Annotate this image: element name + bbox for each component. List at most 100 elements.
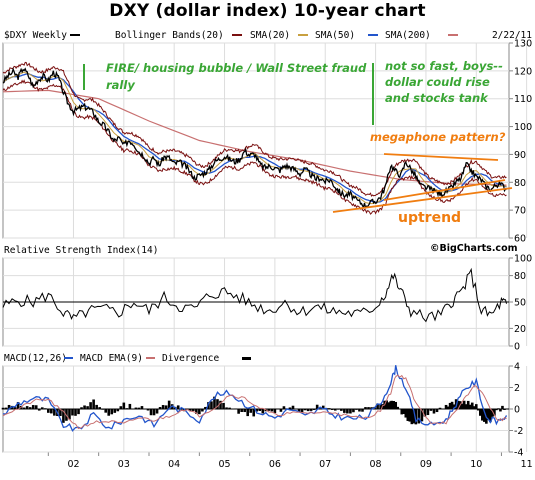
macd-divergence-bar <box>487 409 490 421</box>
macd-divergence-bar <box>255 409 259 412</box>
macd-divergence-bar <box>13 407 17 410</box>
macd-divergence-bar <box>161 405 165 410</box>
macd-divergence-bar <box>225 407 228 410</box>
macd-divergence-bar <box>385 400 388 410</box>
macd-divergence-bar <box>40 407 44 410</box>
annotation-rally: rally <box>106 78 135 92</box>
macd-divergence-bar <box>207 402 210 410</box>
macd-divergence-bar <box>31 405 35 410</box>
macd-divergence-bar <box>25 406 29 410</box>
macd-divergence-bar <box>460 403 464 410</box>
macd-legend-swatch <box>146 357 155 359</box>
macd-divergence-bar <box>479 409 482 416</box>
macd-divergence-bar <box>468 404 472 410</box>
macd-divergence-bar <box>355 409 358 410</box>
macd-divergence-bar <box>466 400 470 410</box>
macd-divergence-bar <box>423 409 427 417</box>
macd-legend-macd: MACD(12,26) <box>4 353 67 364</box>
macd-legend-ema: MACD EMA(9) <box>80 353 143 364</box>
macd-divergence-bar <box>7 404 11 410</box>
macd-legend-swatch <box>242 357 251 360</box>
macd-divergence-bar <box>77 409 80 415</box>
uptrend-line <box>332 187 513 213</box>
macd-divergence-bar <box>352 409 355 413</box>
macd-divergence-bar <box>22 407 26 410</box>
macd-divergence-bar <box>198 409 201 415</box>
price-y-tick-label: 130 <box>514 39 532 50</box>
macd-divergence-bar <box>34 405 38 410</box>
macd-divergence-bar <box>37 409 41 411</box>
macd-divergence-bar <box>80 407 83 410</box>
macd-divergence-bar <box>462 400 466 410</box>
macd-legend-divergence: Divergence <box>162 353 219 364</box>
macd-divergence-bar <box>152 409 156 416</box>
rsi-y-tick-label: 20 <box>514 324 526 335</box>
macd-divergence-bar <box>358 409 361 412</box>
macd-divergence-bar <box>179 409 183 410</box>
macd-divergence-bar <box>464 404 468 410</box>
macd-divergence-bar <box>309 409 313 411</box>
macd-divergence-bar <box>243 409 246 413</box>
macd-divergence-bar <box>282 406 286 410</box>
macd-divergence-bar <box>28 407 32 410</box>
annotation-fire: FIRE/ housing bubble / Wall Street fraud <box>106 61 367 75</box>
macd-divergence-bar <box>432 409 436 414</box>
macd-divergence-bar <box>472 406 476 410</box>
macd-divergence-bar <box>276 408 280 410</box>
macd-divergence-bar <box>367 407 370 410</box>
macd-divergence-bar <box>376 403 379 410</box>
macd-divergence-bar <box>495 409 498 411</box>
macd-divergence-bar <box>446 406 450 410</box>
macd-divergence-bar <box>222 402 225 410</box>
watermark: ©BigCharts.com <box>430 243 518 254</box>
price-legend-swatch <box>368 34 378 36</box>
price-y-tick-label: 110 <box>514 94 532 105</box>
macd-divergence-bar <box>149 409 153 416</box>
macd-divergence-bar <box>89 402 92 410</box>
macd-divergence-bar <box>414 409 418 425</box>
macd-divergence-bar <box>426 409 430 416</box>
price-legend-item: SMA(200) <box>385 30 431 41</box>
macd-divergence-bar <box>146 409 150 411</box>
macd-divergence-bar <box>71 409 74 416</box>
macd-divergence-bar <box>1 407 5 410</box>
macd-divergence-bar <box>252 409 256 417</box>
macd-divergence-bar <box>448 402 452 410</box>
macd-divergence-bar <box>337 409 340 410</box>
macd-divergence-bar <box>74 409 77 416</box>
macd-divergence-bar <box>68 409 71 420</box>
macd-divergence-bar <box>237 409 240 414</box>
macd-divergence-bar <box>176 405 180 410</box>
macd-divergence-bar <box>364 407 367 410</box>
annotation-megaphone: megaphone pattern? <box>370 130 506 144</box>
macd-divergence-bar <box>53 409 56 416</box>
macd-divergence-bar <box>155 409 159 414</box>
price-legend-item: SMA(20) <box>250 30 290 41</box>
macd-divergence-bar <box>125 408 129 410</box>
macd-divergence-bar <box>188 409 192 412</box>
price-y-tick-label: 120 <box>514 66 532 77</box>
macd-divergence-bar <box>83 405 86 410</box>
price-legend-date: 2/22/11 <box>492 30 532 41</box>
macd-divergence-bar <box>361 409 364 412</box>
x-tick-label: 02 <box>67 459 79 470</box>
annotation-notsofast-2: dollar could rise <box>385 75 490 89</box>
rsi-y-tick-label: 0 <box>514 342 520 353</box>
macd-divergence-bar <box>333 409 337 411</box>
macd-divergence-bar <box>435 409 439 413</box>
chart-title: DXY (dollar index) 10-year chart <box>109 1 426 21</box>
rsi-legend: Relative Strength Index(14) <box>4 245 158 256</box>
macd-divergence-bar <box>267 409 271 411</box>
macd-divergence-bar <box>398 408 402 410</box>
macd-divergence-bar <box>4 407 8 410</box>
macd-y-tick-label: 0 <box>514 405 520 416</box>
macd-divergence-bar <box>101 409 104 410</box>
macd-y-tick-label: 4 <box>514 362 520 373</box>
bollinger-lower-band <box>2 79 507 215</box>
x-tick-label: 11 <box>521 459 533 470</box>
macd-divergence-bar <box>493 409 496 416</box>
macd-divergence-bar <box>346 409 349 414</box>
macd-divergence-bar <box>481 409 484 421</box>
megaphone-bottom-line <box>383 179 506 201</box>
